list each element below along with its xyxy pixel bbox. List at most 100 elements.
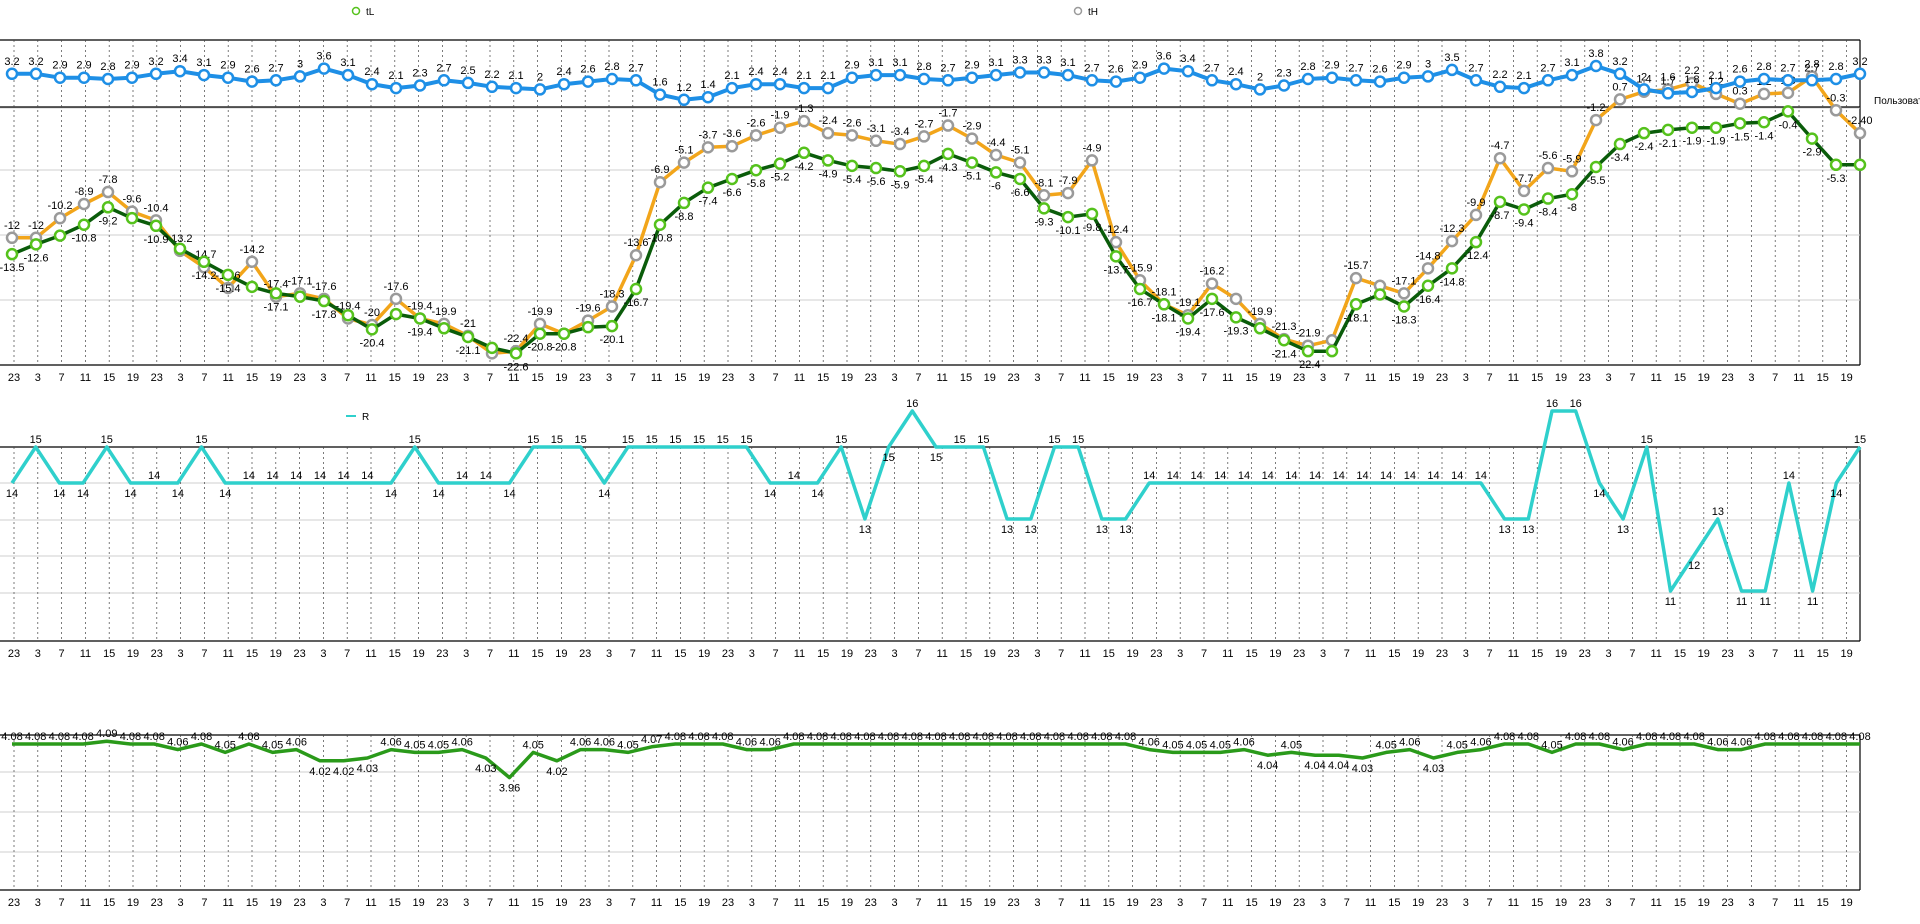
series-blue-point — [581, 75, 595, 88]
chart-1-x-tick-label: 11 — [1650, 372, 1661, 384]
chart-3-x-tick-label: 3 — [1463, 897, 1469, 909]
series-blue-point — [1637, 83, 1651, 96]
legend-r-label: R — [362, 412, 369, 423]
chart-3-x-tick-label: 15 — [103, 897, 115, 909]
series-c3-data-label: 4.08 — [1044, 731, 1065, 743]
series-th-point — [389, 292, 403, 306]
chart-3-x-tick-label: 7 — [1344, 897, 1350, 909]
series-tl-data-label: -13.7 — [1103, 264, 1128, 276]
series-blue-data-label: 2.4 — [556, 66, 571, 78]
legend-tl-label: tL — [366, 7, 375, 18]
series-r-data-label: 13 — [1001, 524, 1013, 536]
series-c3-data-label: 4.05 — [1210, 739, 1231, 751]
chart-3-x-tick-label: 7 — [344, 897, 350, 909]
chart-3-x-tick-label: 7 — [1629, 897, 1635, 909]
series-c3-data-label: 4.08 — [49, 731, 70, 743]
chart-2-x-tick-label: 23 — [1579, 648, 1591, 660]
series-th-data-label: -5.1 — [675, 145, 694, 157]
series-c3-data-label: 4.05 — [617, 739, 638, 751]
chart-2-x-tick-label: 3 — [35, 648, 41, 660]
series-blue-point — [533, 83, 547, 96]
chart-3-x-tick-label: 3 — [1177, 897, 1183, 909]
chart-3-x-tick-label: 11 — [1508, 897, 1519, 909]
series-r-data-label: 14 — [314, 470, 326, 482]
chart-3-x-tick-label: 19 — [1269, 897, 1281, 909]
chart-3-x-tick-label: 23 — [865, 897, 877, 909]
series-th-point — [1037, 189, 1051, 202]
chart-1-x-tick-label: 11 — [1508, 372, 1519, 384]
series-th-data-label: 0.7 — [1612, 81, 1627, 93]
series-th-point — [1565, 165, 1579, 178]
series-blue-data-label: 2.9 — [52, 60, 67, 72]
series-blue-point — [341, 68, 355, 82]
chart-3-x-tick-label: 19 — [127, 897, 139, 909]
chart-2-x-tick-label: 19 — [1126, 648, 1138, 660]
chart-2-x-tick-label: 15 — [1674, 648, 1686, 660]
series-blue-data-label: 2.6 — [1372, 64, 1387, 76]
series-th-data-label: -17.1 — [287, 275, 312, 287]
series-r-data-label: 15 — [930, 452, 942, 464]
series-c3-data-label: 4.04 — [1257, 760, 1278, 772]
chart-3-x-tick-label: 11 — [936, 897, 947, 909]
series-blue-data-label: 2.7 — [1348, 62, 1363, 74]
series-th-data-label: -17.6 — [383, 281, 408, 293]
series-r-data-label: 14 — [6, 488, 18, 500]
series-tl-data-label: -6.6 — [723, 187, 742, 199]
series-blue-data-label: 2.3 — [1276, 68, 1291, 80]
chart-2-x-tick-label: 15 — [103, 648, 115, 660]
series-tl-data-label: -14.2 — [191, 270, 216, 282]
series-th-point — [1781, 86, 1795, 100]
series-tl-point — [1589, 160, 1603, 174]
series-th-data-label: -17.6 — [311, 281, 336, 293]
series-c3-data-label: 4.08 — [120, 731, 141, 743]
series-blue-data-label: 3.1 — [868, 57, 883, 69]
chart-2-x-tick-label: 23 — [865, 648, 877, 660]
series-th-data-label: -19.9 — [1247, 306, 1272, 318]
chart-2-x-tick-label: 23 — [8, 648, 20, 660]
series-tl-data-label: -18.1 — [1151, 312, 1176, 324]
series-tl-point — [605, 319, 619, 333]
chart-2-x-tick-label: 7 — [630, 648, 636, 660]
series-blue-point — [149, 67, 163, 81]
chart-2-x-tick-label: 11 — [80, 648, 91, 660]
series-c3-data-label: 4.06 — [759, 737, 780, 749]
chart-3-x-tick-label: 3 — [1748, 897, 1754, 909]
chart-1-x-tick-label: 11 — [936, 372, 947, 384]
series-blue-point — [1301, 72, 1315, 86]
series-c3-data-label: 4.08 — [1067, 731, 1088, 743]
series-r-data-label: 14 — [1143, 470, 1155, 482]
series-blue-point — [1397, 71, 1411, 84]
series-th-data-label: -10.4 — [143, 202, 168, 214]
chart-3-x-tick-label: 7 — [1487, 897, 1493, 909]
series-r-data-label: 15 — [101, 434, 113, 446]
series-c3-data-label: 4.06 — [167, 737, 188, 749]
series-r-data-label: 15 — [669, 434, 681, 446]
series-blue-data-label: 2.4 — [772, 66, 787, 78]
series-blue-point — [557, 77, 571, 91]
series-r-data-label: 14 — [1309, 470, 1321, 482]
series-blue-point — [1757, 72, 1771, 86]
series-r-data-label: 15 — [195, 434, 207, 446]
series-c3-data-label: 4.06 — [570, 737, 591, 749]
chart-2-x-tick-label: 3 — [1463, 648, 1469, 660]
series-th-data-label: -1.9 — [771, 110, 790, 122]
chart-1-x-tick-label: 23 — [1007, 372, 1019, 384]
series-tl-point — [101, 201, 115, 214]
series-th-data-label: -4.7 — [1491, 140, 1510, 152]
series-tl-point — [1781, 105, 1795, 118]
series-r-data-label: 15 — [835, 434, 847, 446]
series-blue-data-label: 3.1 — [196, 57, 211, 69]
chart-2-x-tick-label: 7 — [59, 648, 65, 660]
series-blue-point — [221, 71, 235, 84]
series-c3-data-label: 4.05 — [215, 739, 236, 751]
chart-3-x-tick-label: 7 — [630, 897, 636, 909]
series-c3-data-label: 4.08 — [878, 731, 899, 743]
series-blue-point — [1325, 71, 1339, 84]
series-blue-data-label: 2.8 — [100, 61, 115, 73]
chart-3-x-tick-label: 23 — [579, 897, 591, 909]
series-tl-point — [1181, 312, 1195, 325]
series-blue-point — [1733, 75, 1747, 88]
chart-3-x-tick-label: 3 — [35, 897, 41, 909]
series-r-data-label: 11 — [1736, 596, 1747, 608]
chart-1-x-tick-label: 19 — [127, 372, 139, 384]
